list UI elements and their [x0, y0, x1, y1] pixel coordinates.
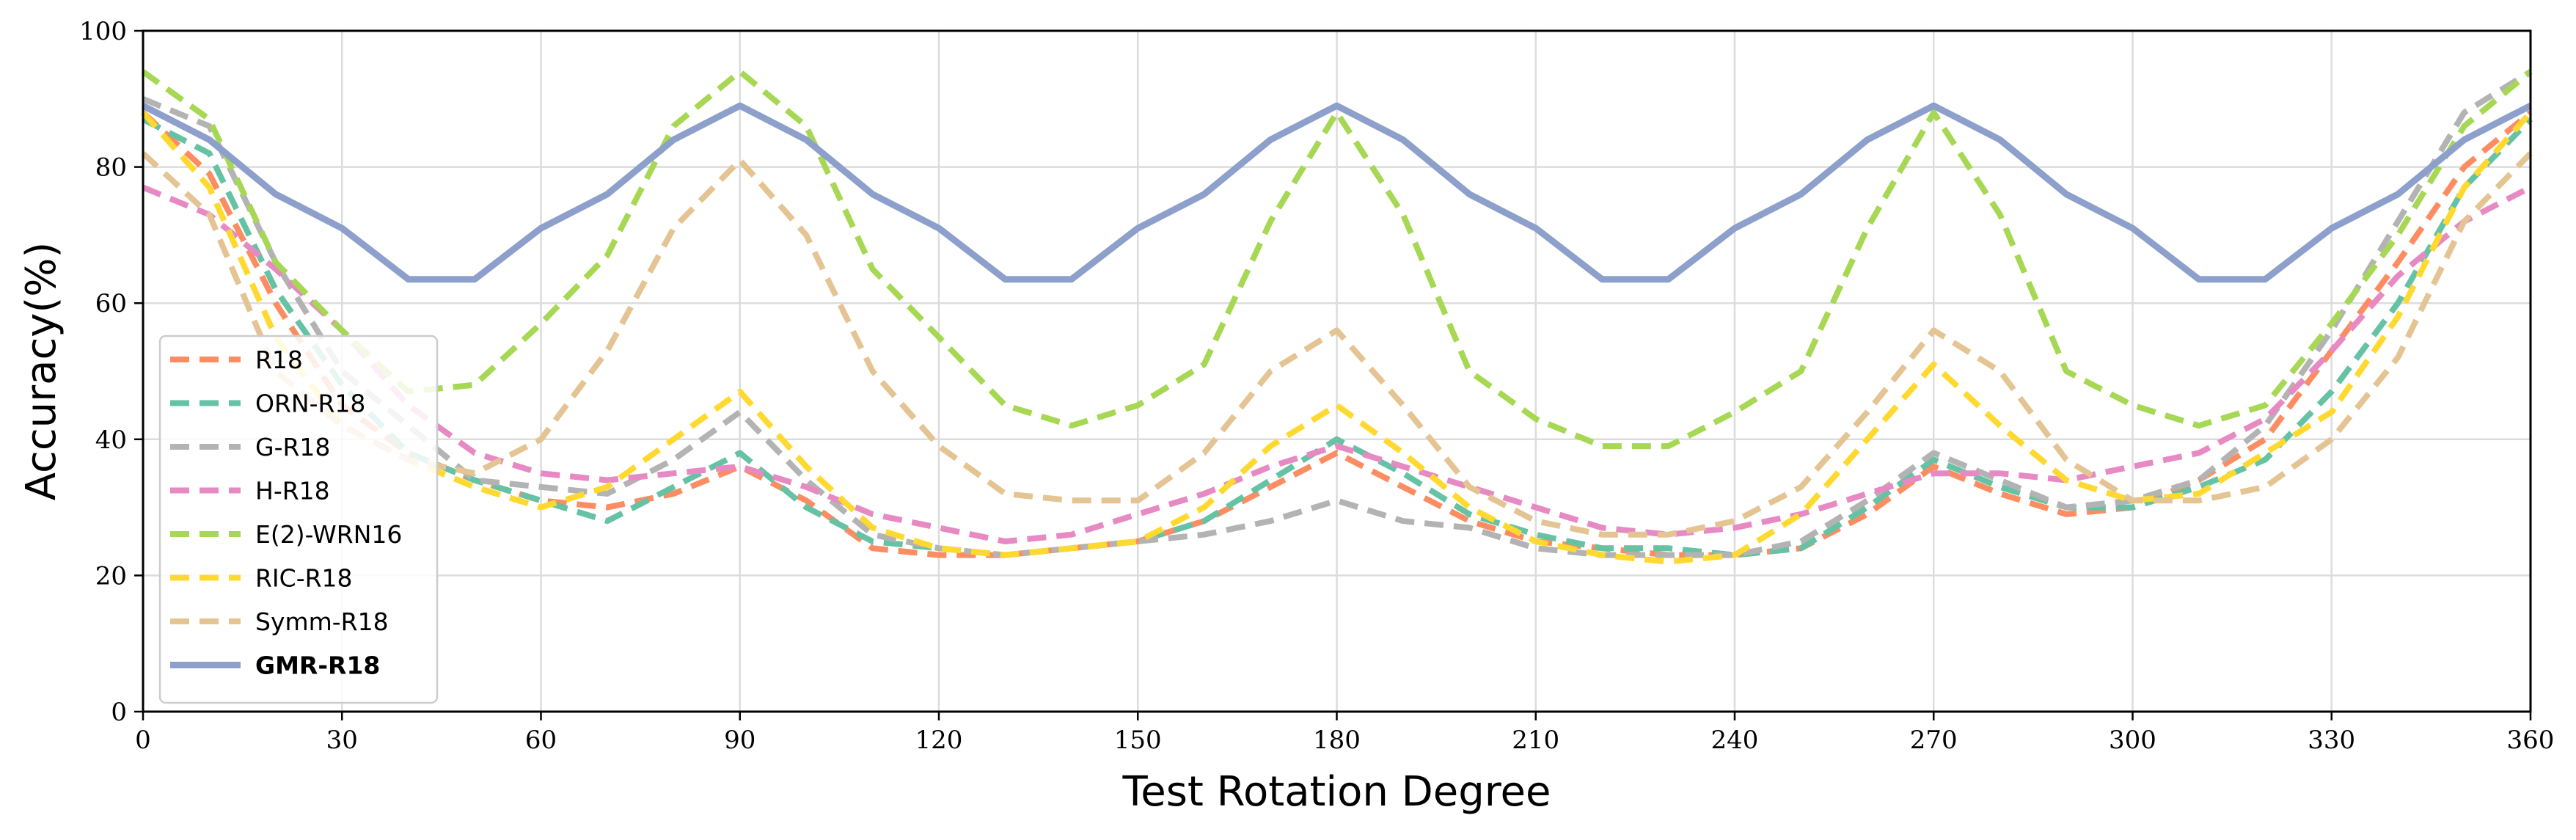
series-line-h-r18: [142, 184, 2532, 544]
legend-label-e-2-wrn16: E(2)-WRN16: [255, 520, 402, 549]
x-tick-label: 60: [525, 726, 557, 755]
y-tick-label: 60: [95, 289, 127, 318]
legend-label-g-r18: G-R18: [255, 433, 330, 461]
x-axis-title: Test Rotation Degree: [1122, 768, 1551, 816]
x-tick-label: 150: [1114, 726, 1162, 755]
legend-label-orn-r18: ORN-R18: [255, 390, 365, 418]
legend-label-symm-r18: Symm-R18: [255, 607, 389, 636]
legend-label-h-r18: H-R18: [255, 477, 330, 505]
legend-label-gmr-r18: GMR-R18: [255, 651, 380, 680]
series-line-gmr-r18: [141, 102, 2533, 283]
y-tick-label: 40: [95, 426, 127, 455]
legend-label-r18: R18: [255, 346, 303, 374]
y-tick-label: 80: [95, 153, 127, 183]
series-line-orn-r18: [142, 117, 2533, 558]
y-tick-label: 20: [95, 561, 127, 591]
x-tick-label: 120: [915, 726, 963, 755]
y-tick-label: 0: [111, 698, 127, 727]
x-tick-label: 30: [326, 726, 358, 755]
grid-lines: [142, 29, 2532, 713]
x-tick-label: 240: [1711, 726, 1759, 755]
y-axis-title: Accuracy(%): [18, 242, 65, 501]
x-tick-label: 210: [1512, 726, 1559, 755]
x-tick-label: 300: [2109, 726, 2156, 755]
y-tick-label: 100: [79, 17, 127, 46]
x-tick-label: 180: [1313, 726, 1361, 755]
x-tick-label: 330: [2308, 726, 2355, 755]
legend: R18 ORN-R18 G-R18 H-R18 E(2)-WRN16 RIC-R18 Sym…: [158, 335, 439, 704]
legend-box: [158, 335, 439, 704]
series-lines: [141, 68, 2533, 565]
x-tick-label: 0: [135, 726, 151, 755]
legend-label-ric-r18: RIC-R18: [255, 564, 353, 593]
x-tick-label: 90: [724, 726, 755, 755]
series-line-symm-r18: [141, 151, 2533, 538]
axis-ticks: 0 30 60 90 120 150 180 210 240 270 300 330 360 0 20 40 6…: [79, 17, 2554, 755]
x-tick-label: 270: [1910, 726, 1958, 755]
series-line-ric-r18: [141, 110, 2533, 565]
x-tick-label: 360: [2507, 726, 2555, 755]
